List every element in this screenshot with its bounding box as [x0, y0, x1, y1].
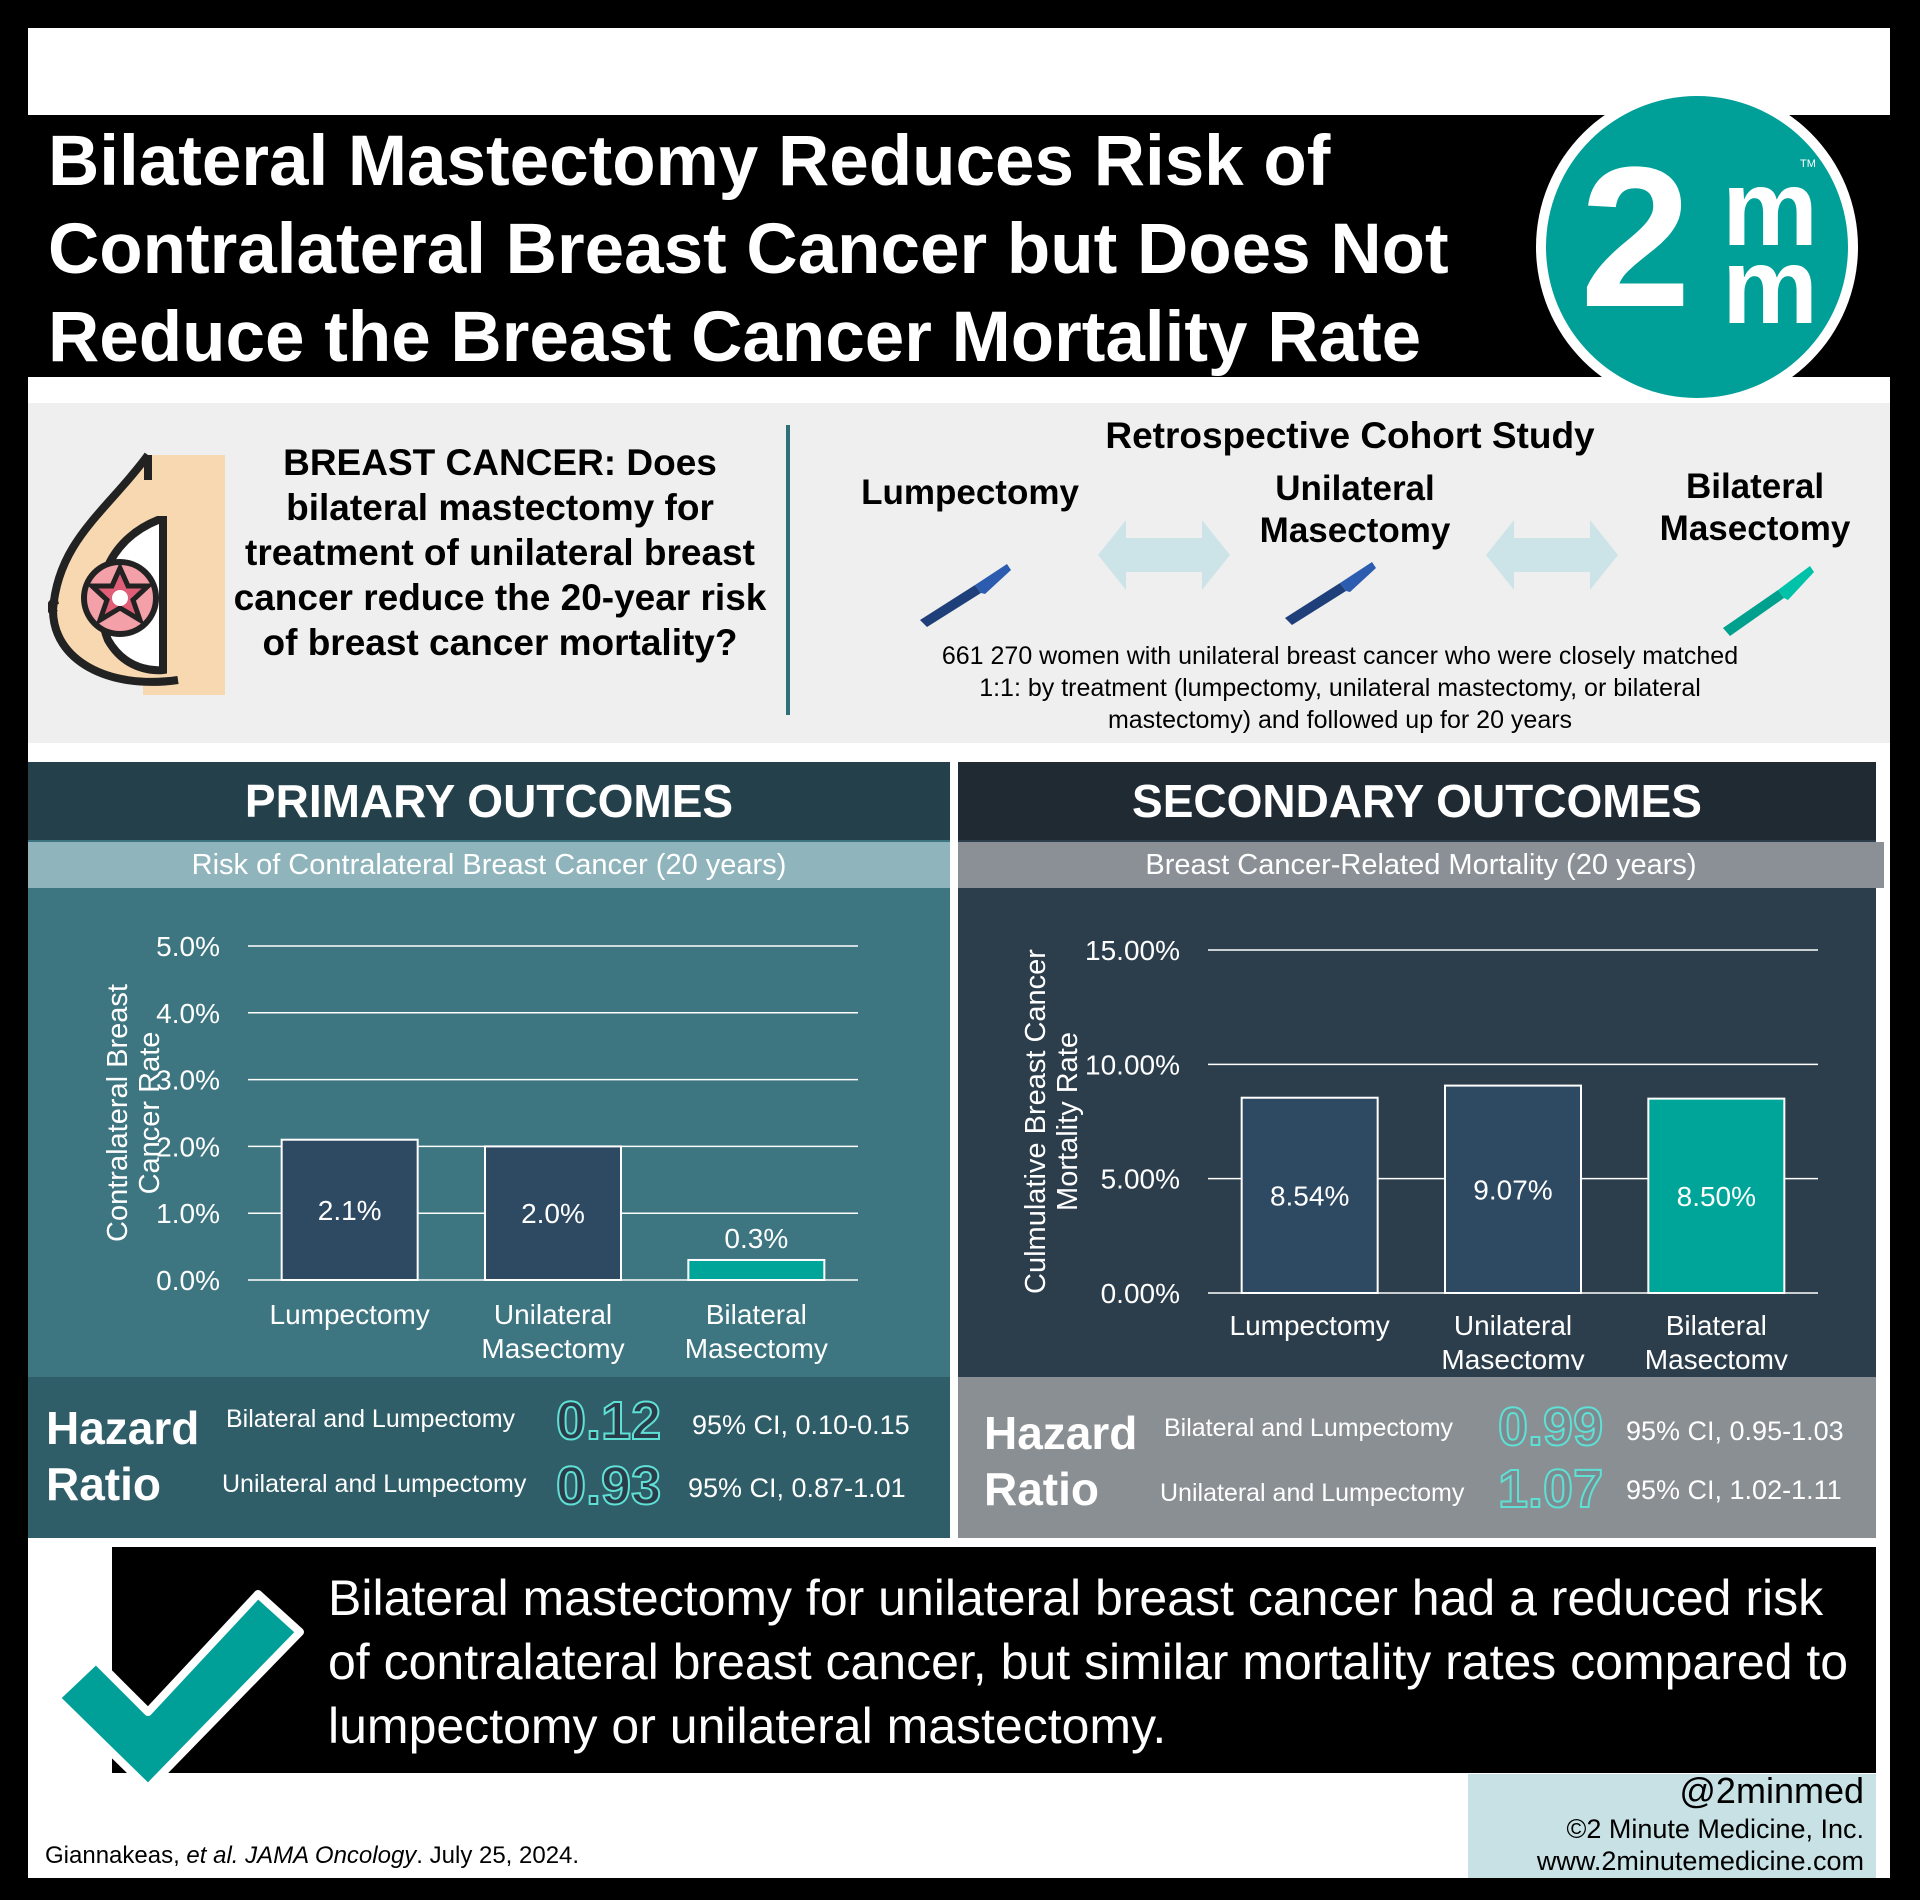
primary-hr1-ci: 95% CI, 0.10-0.15: [692, 1410, 910, 1440]
arm-lumpectomy: Lumpectomy: [861, 473, 1079, 512]
secondary-hr1-ci: 95% CI, 0.95-1.03: [1626, 1416, 1844, 1446]
y-axis-label-line: Culmulative Breast Cancer: [1020, 949, 1052, 1294]
study-type: Retrospective Cohort Study: [1105, 415, 1595, 456]
arm-bilateral: Bilateral Masectomy: [1659, 467, 1851, 548]
x-tick-label: Masectomy: [1441, 1344, 1584, 1370]
primary-hazard-word: Hazard: [46, 1402, 200, 1454]
y-tick-label: 4.0%: [156, 998, 220, 1029]
secondary-bar-chart: 0.00%5.00%10.00%15.00%Culmulative Breast…: [1020, 935, 1818, 1370]
data-label: 2.1%: [318, 1195, 382, 1226]
study-description: 661 270 women with unilateral breast can…: [941, 642, 1739, 734]
primary-hr2-label: Unilateral and Lumpectomy: [222, 1470, 527, 1498]
secondary-hr2-ci: 95% CI, 1.02-1.11: [1626, 1475, 1842, 1505]
y-axis-label-line: Mortality Rate: [1052, 1032, 1084, 1211]
bar: [484, 1145, 622, 1281]
x-tick-label: Unilateral: [1454, 1310, 1572, 1341]
logo-digit: 2: [1580, 126, 1691, 349]
y-tick-label: 5.0%: [156, 931, 220, 962]
y-axis-label: Contralateral BreastCancer Rate: [102, 984, 166, 1242]
citation: Giannakeas, et al. JAMA Oncology. July 2…: [45, 1842, 579, 1870]
social-box: [1468, 1774, 1876, 1878]
logo-m-top: m: [1722, 147, 1819, 268]
primary-hr2-value: 0.93: [555, 1455, 662, 1517]
y-tick-label: 0.0%: [156, 1265, 220, 1296]
double-arrow-icon: [1098, 520, 1230, 590]
conclusion-text: Bilateral mastectomy for unilateral brea…: [328, 1570, 1849, 1754]
primary-hazard-ratio-box: [28, 1377, 950, 1538]
secondary-hazard-word: Hazard: [984, 1407, 1138, 1459]
website-link[interactable]: www.2minutemedicine.com: [1536, 1846, 1864, 1876]
x-tick-label: Unilateral: [494, 1299, 612, 1330]
y-tick-label: 15.00%: [1085, 935, 1180, 966]
x-tick-label: Bilateral: [706, 1299, 807, 1330]
data-label: 8.50%: [1677, 1181, 1756, 1212]
primary-hr1-value: 0.12: [555, 1390, 662, 1452]
x-tick-label: Masectomy: [481, 1333, 624, 1364]
x-tick-label: Masectomy: [685, 1333, 828, 1364]
y-axis-label-line: Contralateral Breast: [102, 984, 134, 1242]
secondary-hazard-ratio-box: [958, 1377, 1876, 1538]
secondary-hr1-label: Bilateral and Lumpectomy: [1164, 1414, 1454, 1442]
x-tick-label: Lumpectomy: [270, 1299, 430, 1330]
y-tick-label: 2.0%: [156, 1131, 220, 1162]
y-axis-label: Culmulative Breast CancerMortality Rate: [1020, 949, 1084, 1294]
data-label: 9.07%: [1473, 1174, 1552, 1205]
x-tick-label: Masectomy: [1645, 1344, 1788, 1370]
secondary-heading: SECONDARY OUTCOMES: [958, 762, 1876, 840]
secondary-subheading: Breast Cancer-Related Mortality (20 year…: [958, 842, 1884, 888]
data-label: 8.54%: [1270, 1180, 1349, 1211]
secondary-hr2-label: Unilateral and Lumpectomy: [1160, 1479, 1465, 1507]
primary-hr1-label: Bilateral and Lumpectomy: [226, 1405, 516, 1433]
primary-heading: PRIMARY OUTCOMES: [28, 762, 950, 840]
breast-illustration-icon: [48, 452, 225, 695]
logo-circle: [1546, 96, 1848, 398]
bar: [687, 1258, 826, 1281]
primary-bar-chart: 0.0% 1.0% 2.0% 3.0% 4.0% 5.0% Contralateral Br…: [102, 931, 858, 1364]
citation-date: . July 25, 2024.: [416, 1842, 580, 1869]
y-axis-label-line: Cancer Rate: [134, 1032, 166, 1195]
citation-author: Giannakeas,: [45, 1842, 187, 1869]
data-label: 0.3%: [724, 1223, 788, 1254]
citation-journal: et al. JAMA Oncology: [186, 1842, 417, 1869]
arm-unilateral: Unilateral Masectomy: [1259, 469, 1451, 550]
primary-ratio-word: Ratio: [46, 1458, 161, 1510]
data-label: 2.0%: [521, 1198, 585, 1229]
logo-trademark: TM: [1800, 158, 1816, 170]
y-tick-label: 10.00%: [1085, 1049, 1180, 1080]
bar: [1647, 1097, 1786, 1294]
twitter-handle[interactable]: @2minmed: [1679, 1770, 1864, 1811]
x-tick-label: Lumpectomy: [1230, 1310, 1390, 1341]
bar: [1444, 1084, 1582, 1294]
panel-divider: [786, 425, 790, 715]
primary-hr2-ci: 95% CI, 0.87-1.01: [688, 1473, 906, 1503]
question-panel: [28, 403, 1890, 743]
conclusion-band: [112, 1547, 1876, 1773]
scalpel-icon: [920, 564, 1011, 627]
y-tick-label: 0.00%: [1101, 1278, 1180, 1309]
primary-subheading: Risk of Contralateral Breast Cancer (20 …: [28, 842, 950, 888]
secondary-hr2-value: 1.07: [1497, 1458, 1604, 1520]
x-tick-label: Bilateral: [1666, 1310, 1767, 1341]
y-tick-label: 5.00%: [1101, 1164, 1180, 1195]
bar: [280, 1138, 419, 1281]
page-title: Bilateral Mastectomy Reduces Risk of Con…: [48, 122, 1449, 377]
double-arrow-icon: [1486, 520, 1618, 590]
bar: [1240, 1096, 1379, 1294]
scalpel-icon: [1723, 566, 1814, 636]
logo-m-bottom: m: [1722, 225, 1819, 346]
secondary-ratio-word: Ratio: [984, 1463, 1099, 1515]
copyright: ©2 Minute Medicine, Inc.: [1566, 1814, 1864, 1844]
checkmark-icon: [52, 1590, 304, 1790]
study-question: BREAST CANCER: Does bilateral mastectomy…: [233, 442, 767, 663]
y-tick-label: 1.0%: [156, 1198, 220, 1229]
y-tick-label: 3.0%: [156, 1065, 220, 1096]
secondary-hr1-value: 0.99: [1497, 1396, 1604, 1458]
scalpel-icon: [1285, 562, 1376, 625]
